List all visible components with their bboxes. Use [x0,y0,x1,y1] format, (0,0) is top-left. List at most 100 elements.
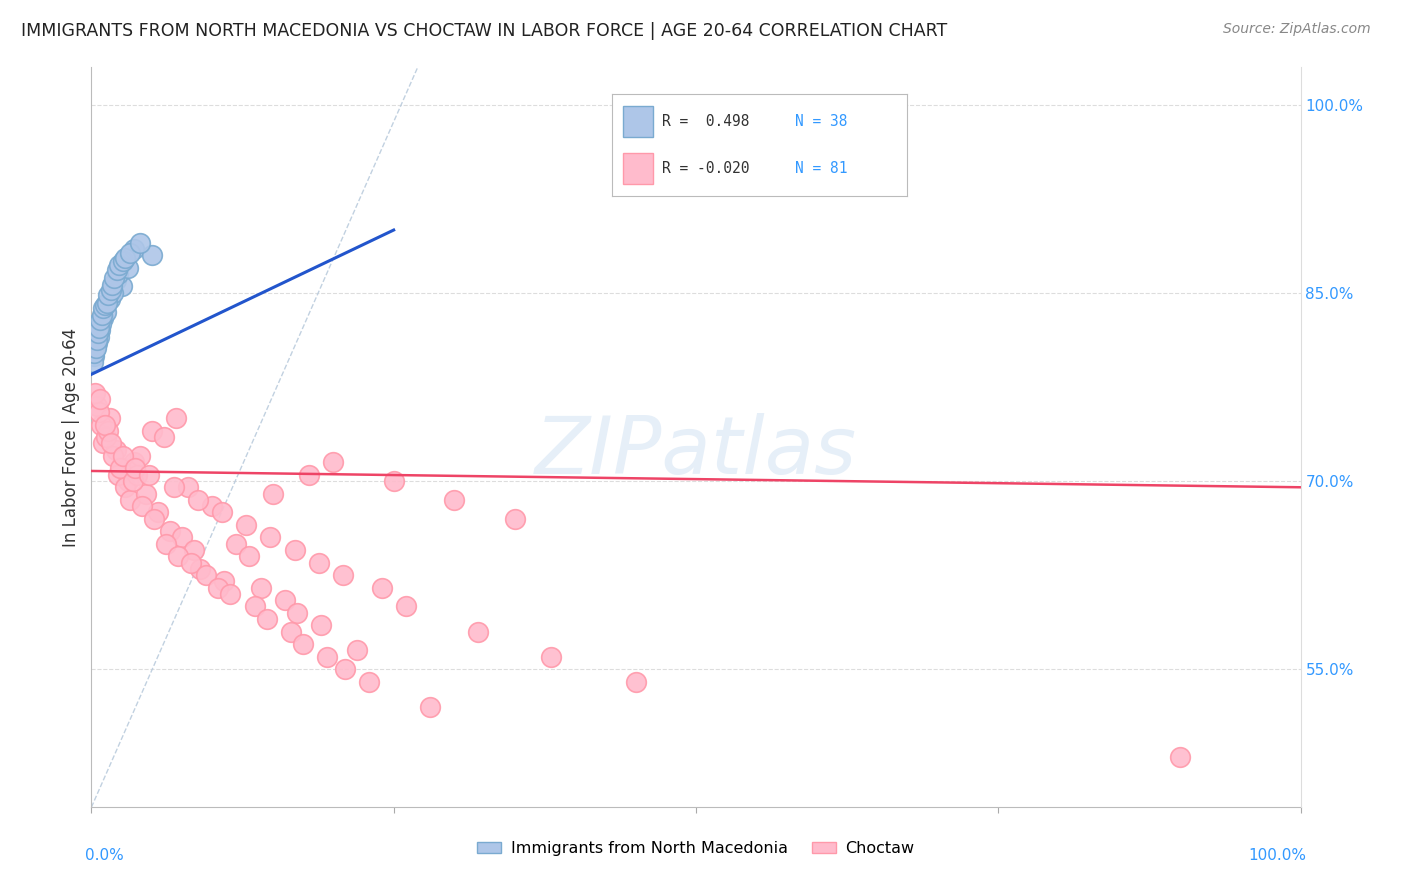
Point [308,556,330,570]
Point [86,335,108,350]
Point [100,283,122,297]
Point [332,568,354,582]
Point [1168,750,1191,764]
Point [346,643,368,657]
Point [101,278,124,293]
Point [180,556,202,570]
Point [110,461,132,475]
Point [188,562,211,576]
Point [165,411,187,425]
Point [183,543,205,558]
Point [105,263,128,277]
Point [83,349,105,363]
Y-axis label: In Labor Force | Age 20-64: In Labor Force | Age 20-64 [62,327,80,547]
Point [141,248,163,262]
Point [201,499,224,513]
Point [370,581,392,595]
Point [117,474,139,488]
Point [243,599,266,614]
Point [84,343,107,357]
Point [93,310,115,325]
Point [131,499,153,513]
Point [274,593,297,607]
Point [235,517,257,532]
Point [120,492,142,507]
Point [82,355,104,369]
Point [111,449,134,463]
Point [83,346,105,360]
Text: R = -0.020: R = -0.020 [662,161,749,176]
Point [419,699,441,714]
Point [187,492,209,507]
Point [335,662,357,676]
Bar [623,106,652,136]
Legend: Immigrants from North Macedonia, Choctaw: Immigrants from North Macedonia, Choctaw [471,834,921,863]
Point [382,474,405,488]
Text: 0.0%: 0.0% [86,848,124,863]
Point [108,258,131,272]
Point [84,386,107,401]
Point [87,329,110,343]
Point [256,612,278,626]
Point [93,417,115,432]
Point [153,430,176,444]
Text: N = 38: N = 38 [794,114,848,128]
Point [128,235,150,250]
Point [97,424,120,438]
Point [359,674,381,689]
Text: Source: ZipAtlas.com: Source: ZipAtlas.com [1223,22,1371,37]
Point [84,341,107,355]
Point [114,480,136,494]
Point [172,531,194,545]
Point [259,531,281,545]
Point [93,436,115,450]
Point [159,524,181,539]
Point [128,449,150,463]
Point [280,624,302,639]
Point [90,417,112,432]
Point [146,505,169,519]
Point [443,492,465,507]
Point [122,242,145,256]
Point [162,480,184,494]
Point [98,411,121,425]
Point [87,326,110,340]
Point [89,321,111,335]
Point [124,461,146,475]
Text: 100.0%: 100.0% [1249,848,1306,863]
Text: N = 81: N = 81 [794,161,848,176]
Point [195,568,218,582]
Point [283,543,305,558]
Point [177,480,200,494]
Point [111,279,132,293]
Point [121,474,143,488]
Text: R =  0.498: R = 0.498 [662,114,749,128]
Point [86,334,108,348]
Point [117,260,139,275]
Point [122,455,145,469]
Point [87,405,110,419]
Point [98,292,121,306]
Point [94,304,117,318]
Point [238,549,260,564]
Point [93,298,115,312]
Point [316,649,339,664]
Point [97,288,120,302]
Point [219,587,242,601]
Point [94,430,117,444]
Point [298,467,321,482]
Point [292,637,315,651]
Point [107,267,129,281]
Point [104,273,127,287]
Point [89,323,111,337]
Point [111,461,132,475]
Point [101,285,124,300]
Point [90,317,112,331]
Point [138,467,160,482]
Point [207,581,229,595]
Point [89,313,111,327]
Point [84,338,107,352]
Point [540,649,562,664]
Point [141,424,163,438]
Bar [623,153,652,184]
